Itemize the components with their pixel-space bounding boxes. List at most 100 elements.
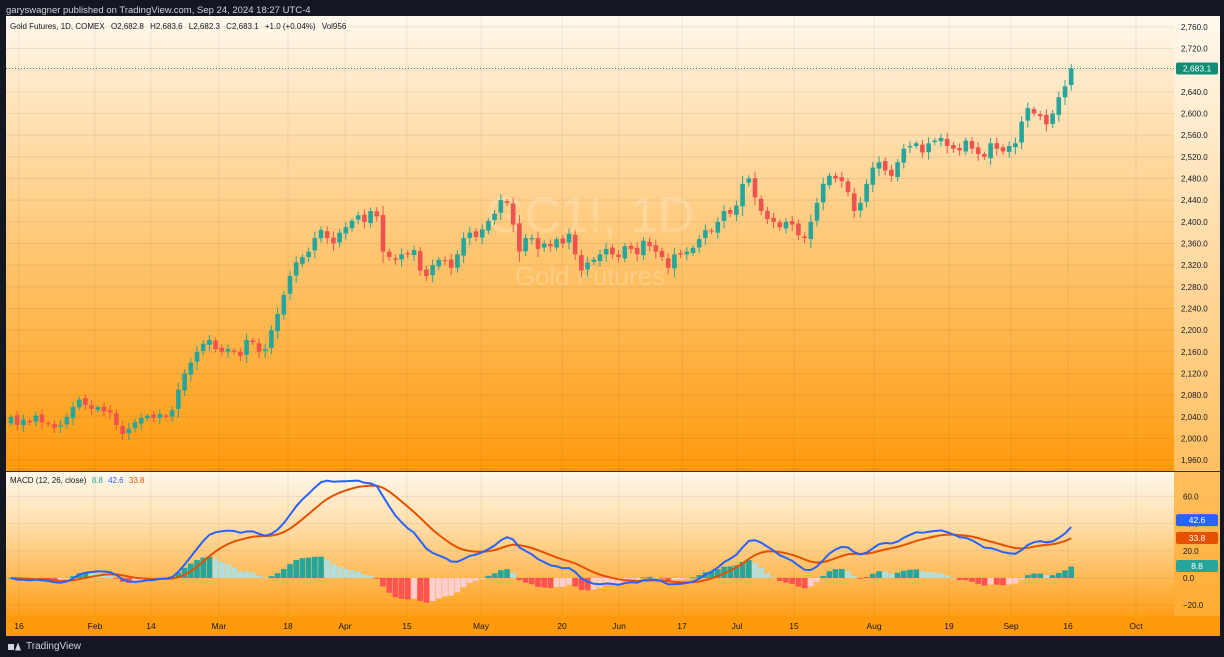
price-tick-label: 2,720.0 [1181, 45, 1208, 54]
macd-histogram-bar [355, 571, 361, 578]
macd-histogram-bar [628, 577, 634, 580]
macd-histogram-bar [107, 575, 113, 578]
macd-histogram-bar [448, 577, 454, 596]
candle [895, 158, 900, 182]
candle [659, 247, 665, 261]
time-tick-label: Aug [866, 621, 881, 631]
macd-histogram-bar [256, 575, 262, 578]
macd-histogram-bar [671, 577, 678, 581]
candle [758, 195, 764, 215]
price-tick-label: 2,520.0 [1181, 153, 1208, 162]
macd-histogram-bar [398, 577, 405, 599]
macd-histogram-bar [467, 577, 473, 583]
candle [126, 423, 132, 441]
svg-text:8.8: 8.8 [1191, 561, 1203, 571]
price-tick-label: 2,640.0 [1181, 88, 1208, 97]
candle [262, 343, 268, 358]
macd-histogram-bar [200, 557, 206, 578]
price-tick-label: 2,160.0 [1181, 348, 1208, 357]
candle [517, 215, 522, 262]
macd-histogram-bar [863, 576, 870, 578]
macd-histogram-bar [677, 577, 684, 580]
candle [269, 325, 274, 355]
time-axis-background[interactable] [6, 616, 1220, 636]
candle [355, 211, 361, 225]
time-tick-label: Mar [212, 621, 227, 631]
macd-histogram-bar [479, 577, 485, 579]
macd-histogram [8, 556, 1074, 603]
candle [52, 419, 57, 433]
candle [89, 400, 94, 415]
macd-histogram-bar [250, 572, 256, 578]
legend-low: L2,682.3 [188, 22, 220, 31]
macd-value-tag: 42.6 [1176, 514, 1218, 527]
candle [591, 257, 597, 266]
tradingview-brand[interactable]: TradingView [8, 641, 81, 652]
candle [1006, 141, 1012, 158]
macd-histogram-bar [349, 570, 355, 578]
macd-histogram-bar [88, 573, 95, 578]
macd-tick-label: −20.0 [1183, 601, 1204, 610]
macd-histogram-bar [963, 577, 969, 581]
time-tick-label: 17 [677, 621, 687, 631]
time-tick-label: 16 [1063, 621, 1073, 631]
candle [814, 197, 820, 227]
time-tick-label: Oct [1129, 621, 1143, 631]
macd-histogram-bar [684, 577, 690, 579]
macd-legend[interactable]: MACD (12, 26, close) 8.8 42.6 33.8 [10, 476, 147, 485]
macd-legend-hist: 8.8 [91, 476, 103, 485]
candle [541, 240, 547, 252]
macd-histogram-bar [417, 577, 423, 601]
candle [231, 348, 237, 355]
macd-histogram-bar [789, 577, 795, 585]
macd-histogram-bar [374, 577, 380, 579]
macd-histogram-bar [615, 577, 622, 584]
candle [535, 231, 541, 258]
macd-histogram-bar [411, 577, 417, 599]
time-tick-label: 15 [789, 621, 799, 631]
macd-histogram-bar [312, 556, 318, 578]
macd-legend-label[interactable]: MACD (12, 26, close) [10, 476, 87, 485]
candle [324, 226, 330, 244]
candle [616, 249, 621, 263]
watermark-ticker: GC1!, 1D [486, 187, 694, 243]
macd-histogram-bar [950, 577, 957, 579]
candle [114, 409, 119, 430]
macd-histogram-bar [491, 573, 498, 578]
candle [399, 248, 404, 267]
legend-change: +1.0 (+0.04%) [264, 22, 316, 31]
candle [839, 172, 845, 188]
watermark-name: Gold Futures [515, 261, 665, 291]
macd-histogram-bar [423, 577, 430, 603]
candle [132, 418, 138, 433]
legend-symbol[interactable]: Gold Futures, 1D, COMEX [10, 22, 105, 31]
candle [665, 253, 671, 275]
time-tick-label: 15 [402, 621, 412, 631]
svg-text:2,683.1: 2,683.1 [1183, 63, 1212, 73]
macd-histogram-bar [708, 571, 715, 578]
macd-histogram-bar [361, 574, 368, 578]
macd-histogram-bar [758, 567, 764, 578]
main-legend[interactable]: Gold Futures, 1D, COMEX O2,682.8 H2,683.… [10, 22, 350, 31]
candle [1031, 106, 1037, 117]
price-tick-label: 2,360.0 [1181, 240, 1208, 249]
axes: 1,960.0 2,000.0 2,040.0 2,080.0 2,120.0 2,160… [14, 23, 1208, 631]
candle [39, 408, 45, 430]
candle [238, 347, 243, 362]
grid-lines [6, 16, 1174, 616]
candle [845, 178, 851, 197]
macd-histogram-bar [237, 571, 244, 578]
candle [411, 245, 417, 261]
candle [678, 250, 683, 258]
candle [138, 413, 144, 430]
candle [752, 171, 758, 206]
price-tick-label: 2,240.0 [1181, 305, 1208, 314]
macd-histogram-bar [268, 576, 275, 578]
macd-histogram-bar [634, 577, 640, 580]
macd-histogram-bar [510, 572, 516, 578]
macd-histogram-bar [907, 569, 913, 578]
macd-histogram-bar [801, 577, 808, 589]
macd-histogram-bar [882, 571, 888, 578]
macd-histogram-bar [987, 577, 994, 585]
candle [647, 237, 652, 252]
